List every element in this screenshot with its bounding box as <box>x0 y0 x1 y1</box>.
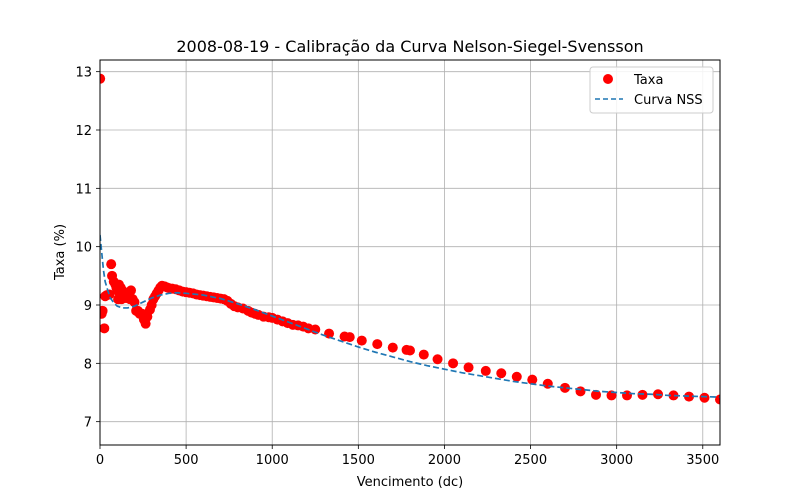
y-tick-label: 11 <box>75 182 92 197</box>
grid <box>99 60 720 445</box>
x-tick-label: 1000 <box>256 453 289 468</box>
y-tick-label: 12 <box>75 124 92 139</box>
y-axis-label: Taxa (%) <box>53 224 68 281</box>
data-point-taxa <box>527 374 538 385</box>
x-tick-label: 3500 <box>686 453 719 468</box>
y-tick-label: 13 <box>75 66 92 81</box>
x-tick-label: 3000 <box>600 453 633 468</box>
data-point-taxa <box>699 392 710 403</box>
x-axis-label: Vencimento (dc) <box>357 475 464 490</box>
data-point-taxa <box>126 285 136 296</box>
data-point-taxa <box>104 289 115 300</box>
data-point-taxa <box>591 389 601 400</box>
data-point-taxa <box>560 382 570 393</box>
legend-label-taxa: Taxa <box>633 73 663 88</box>
data-point-taxa <box>344 332 355 343</box>
y-tick-label: 10 <box>75 241 92 256</box>
data-point-taxa <box>480 365 491 376</box>
data-point-taxa <box>106 259 117 270</box>
data-point-taxa <box>372 339 383 350</box>
legend-marker-taxa <box>603 74 613 84</box>
data-point-taxa <box>356 335 367 346</box>
data-point-taxa <box>100 323 110 334</box>
data-point-taxa <box>668 390 679 401</box>
data-point-taxa <box>387 342 398 353</box>
legend-box <box>589 66 714 114</box>
data-point-taxa <box>432 354 443 365</box>
data-point-taxa <box>715 394 720 405</box>
x-tick-label: 1500 <box>342 453 375 468</box>
data-point-taxa <box>575 386 586 397</box>
data-point-taxa <box>463 362 474 373</box>
data-point-taxa <box>405 345 415 356</box>
x-tick-label: 500 <box>174 453 199 468</box>
data-point-taxa <box>511 371 522 382</box>
data-point-taxa <box>496 368 507 379</box>
legend-label-nss: Curva NSS <box>634 93 703 108</box>
plot-frame <box>99 59 721 446</box>
data-point-taxa <box>100 73 106 84</box>
axis-ticks: 0 500 1000 1500 2000 2500 3000 3500 7 8 9 10 11 12 13 <box>75 66 719 468</box>
plot-area <box>100 73 720 405</box>
data-point-taxa <box>418 349 429 360</box>
y-tick-label: 9 <box>84 299 92 314</box>
data-point-taxa <box>448 358 459 369</box>
data-point-taxa <box>100 305 108 316</box>
y-tick-label: 8 <box>84 357 92 372</box>
chart-title: 2008-08-19 - Calibração da Curva Nelson-… <box>176 37 643 56</box>
data-point-taxa <box>684 391 694 402</box>
data-point-taxa <box>622 390 632 401</box>
x-tick-label: 2500 <box>514 453 547 468</box>
y-tick-label: 7 <box>84 416 92 431</box>
x-tick-label: 2000 <box>428 453 461 468</box>
curve-line-nss <box>100 234 720 399</box>
data-point-taxa <box>637 389 648 400</box>
legend: Taxa Curva NSS <box>589 66 714 114</box>
data-point-taxa <box>324 328 335 339</box>
series-curva-nss <box>100 234 720 399</box>
x-tick-label: 0 <box>96 453 104 468</box>
series-taxa <box>100 73 720 405</box>
